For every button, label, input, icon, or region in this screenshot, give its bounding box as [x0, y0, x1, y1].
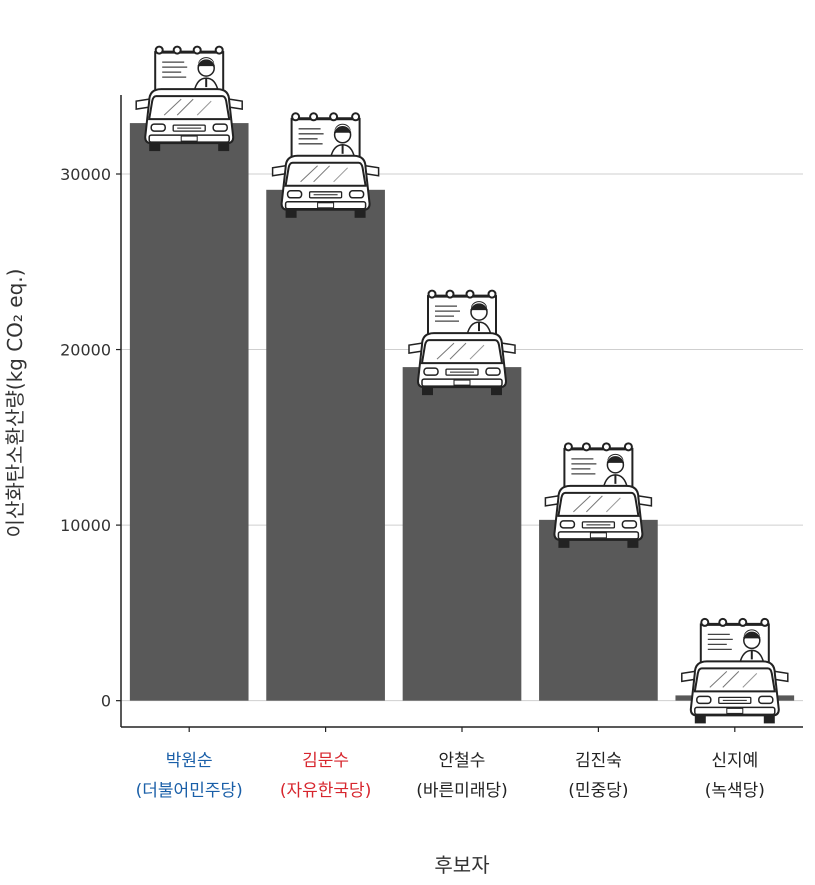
y-tick-label: 20000 [60, 341, 111, 360]
x-axis-ticks: 박원순 (더불어민주당) 김문수 (자유한국당) 안철수 (바른미래당) 김진숙 (민중당) 신… [136, 727, 765, 801]
bar [266, 189, 385, 701]
x-tick-label-name: 신지예 [711, 751, 758, 771]
campaign-truck-icon [271, 111, 381, 220]
x-tick-label-party: (자유한국당) [280, 781, 371, 801]
campaign-truck-icon [543, 441, 653, 550]
y-tick-label: 0 [101, 692, 111, 711]
x-tick-label-party: (바른미래당) [416, 781, 507, 801]
y-axis-title: 이산화탄소환산량(kg CO₂ eq.) [3, 269, 27, 538]
x-tick-label-name: 박원순 [166, 751, 213, 771]
bar [539, 519, 658, 701]
y-tick-label: 10000 [60, 516, 111, 535]
campaign-truck-icon [680, 617, 790, 725]
x-tick-label-name: 김진숙 [575, 751, 622, 771]
x-tick-label-party: (더불어민주당) [136, 781, 243, 801]
bar [129, 123, 249, 701]
x-axis-title: 후보자 [434, 853, 489, 877]
campaign-truck-icon [134, 45, 244, 153]
x-tick-label-party: (민중당) [568, 781, 628, 801]
campaign-truck-icon [407, 289, 517, 397]
x-tick-label-party: (녹색당) [705, 781, 765, 801]
bar [402, 367, 522, 701]
y-tick-label: 30000 [60, 165, 111, 184]
x-tick-label-name: 김문수 [302, 751, 349, 771]
x-tick-label-name: 안철수 [439, 751, 486, 771]
bars [129, 123, 795, 701]
y-axis-ticks: 0 10000 20000 30000 [60, 165, 121, 711]
